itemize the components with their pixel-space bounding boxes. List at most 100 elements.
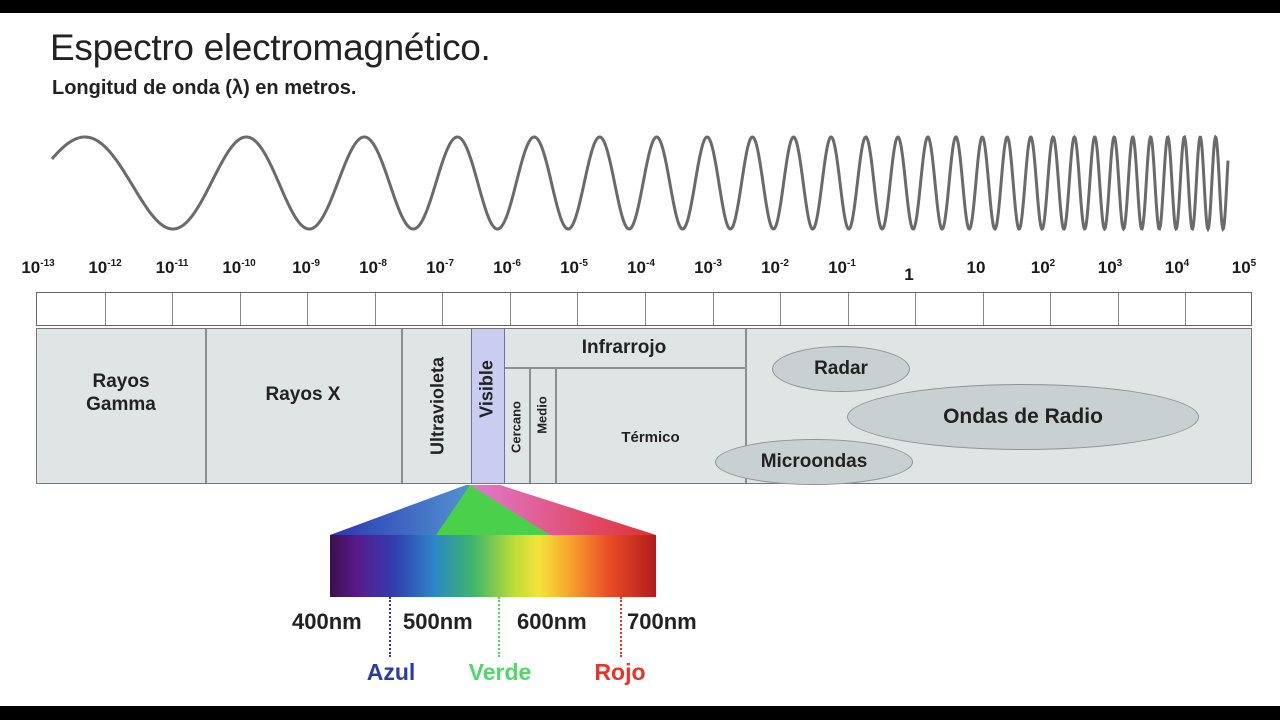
spectrum-diagram: Espectro electromagnético. Longitud de o… <box>0 13 1280 706</box>
separator-near-mid <box>529 368 531 483</box>
tick-label: 10-9 <box>292 258 320 278</box>
tick-exponent: -4 <box>646 258 655 269</box>
red-marker-line <box>620 597 622 657</box>
diagram-title: Espectro electromagnético. <box>50 27 491 68</box>
band-visible-highlight <box>471 329 505 483</box>
separator-ir-radio <box>745 329 747 483</box>
scale-division <box>780 293 782 325</box>
tick-base: 10 <box>694 258 714 277</box>
tick-exponent: -2 <box>780 258 789 269</box>
tick-base: 10 <box>21 258 41 277</box>
green-marker-line <box>498 597 500 657</box>
tick-base: 10 <box>359 258 379 277</box>
scale-division <box>982 293 984 325</box>
tick-exponent: 4 <box>1183 258 1190 269</box>
prism-fan-right <box>470 485 656 535</box>
color-red-label: Rojo <box>594 659 646 685</box>
tick-label: 10-10 <box>222 258 255 278</box>
band-radio-label: Ondas de Radio <box>943 405 1103 428</box>
tick-label: 10-7 <box>426 258 454 278</box>
band-microwave-label: Microondas <box>760 451 868 472</box>
prism-fan-center <box>436 485 553 535</box>
tick-base: 10 <box>1097 258 1117 277</box>
tick-exponent: -7 <box>445 258 454 269</box>
tick-exponent: -13 <box>40 258 55 269</box>
band-thermal-ir: Térmico <box>621 429 680 446</box>
tick-exponent: 2 <box>1049 258 1056 269</box>
tick-exponent: -12 <box>107 258 122 269</box>
band-radar: Radar <box>772 346 910 392</box>
prism-fan-left <box>330 485 500 535</box>
tick-exponent: -6 <box>512 258 521 269</box>
scale-division <box>172 293 174 325</box>
label-500nm: 500nm <box>403 609 473 634</box>
tick-base: 10 <box>292 258 312 277</box>
tick-base: 10 <box>1030 258 1050 277</box>
diagram-subtitle: Longitud de onda (λ) en metros. <box>52 77 357 99</box>
tick-exponent: -3 <box>713 258 722 269</box>
tick-label: 10-12 <box>88 258 121 278</box>
visible-spectrum-prism <box>330 485 656 597</box>
tick-label: 10-2 <box>761 258 789 278</box>
tick-exponent: 3 <box>1116 258 1123 269</box>
band-infrared: Infrarrojo <box>581 337 667 358</box>
scale-division <box>1050 293 1052 325</box>
tick-label: 10-4 <box>627 258 655 278</box>
tick-label: 10-1 <box>828 258 856 278</box>
tick-base: 1 <box>904 265 914 284</box>
scale-bar <box>36 292 1252 326</box>
tick-base: 10 <box>966 258 986 277</box>
tick-label: 105 <box>1232 258 1256 278</box>
tick-base: 10 <box>426 258 446 277</box>
scale-division <box>104 293 106 325</box>
tick-exponent: -10 <box>241 258 256 269</box>
tick-base: 10 <box>560 258 580 277</box>
label-400nm: 400nm <box>292 609 362 634</box>
scale-division <box>442 293 444 325</box>
tick-exponent: -8 <box>378 258 387 269</box>
tick-label: 10-5 <box>560 258 588 278</box>
scale-division <box>239 293 241 325</box>
color-blue-label: Azul <box>366 659 416 685</box>
separator-ir-header <box>503 367 745 369</box>
scale-division <box>915 293 917 325</box>
tick-exponent: 5 <box>1250 258 1257 269</box>
spectrum-bands: Rayos Gamma Rayos X Ultravioleta Visible… <box>36 328 1252 485</box>
separator-gamma-xray <box>205 329 207 483</box>
tick-base: 10 <box>493 258 513 277</box>
separator-mid-thermal <box>555 368 557 483</box>
separator-xray-uv <box>401 329 403 483</box>
tick-exponent: -5 <box>579 258 588 269</box>
band-radar-label: Radar <box>814 358 868 379</box>
tick-base: 10 <box>222 258 242 277</box>
tick-label: 102 <box>1031 258 1055 278</box>
scale-division <box>307 293 309 325</box>
tick-base: 10 <box>1164 258 1184 277</box>
tick-exponent: -9 <box>311 258 320 269</box>
tick-base: 10 <box>828 258 848 277</box>
tick-label: 10-6 <box>493 258 521 278</box>
tick-label: 10 <box>967 258 986 278</box>
scale-division <box>1117 293 1119 325</box>
scale-division <box>847 293 849 325</box>
scale-division <box>374 293 376 325</box>
label-600nm: 600nm <box>517 609 587 634</box>
band-radio-waves: Ondas de Radio <box>847 384 1199 450</box>
band-gamma-rays: Rayos Gamma <box>86 371 156 415</box>
tick-label: 10-8 <box>359 258 387 278</box>
tick-label: 103 <box>1098 258 1122 278</box>
band-microwaves: Microondas <box>715 439 913 485</box>
tick-label: 104 <box>1165 258 1189 278</box>
band-x-rays: Rayos X <box>265 384 341 405</box>
blue-marker-line <box>389 597 391 657</box>
label-700nm: 700nm <box>627 609 697 634</box>
wavelength-scale-ticks: 10-13 10-12 10-11 10-10 10-9 10-8 10-7 10-6 10-5… <box>0 258 1280 290</box>
scale-division <box>645 293 646 325</box>
scale-division <box>509 293 511 325</box>
scale-division <box>1185 293 1187 325</box>
tick-label: 10-3 <box>694 258 722 278</box>
wave-path <box>50 134 1230 233</box>
tick-base: 10 <box>761 258 781 277</box>
tick-exponent: -1 <box>847 258 856 269</box>
tick-base: 10 <box>627 258 647 277</box>
